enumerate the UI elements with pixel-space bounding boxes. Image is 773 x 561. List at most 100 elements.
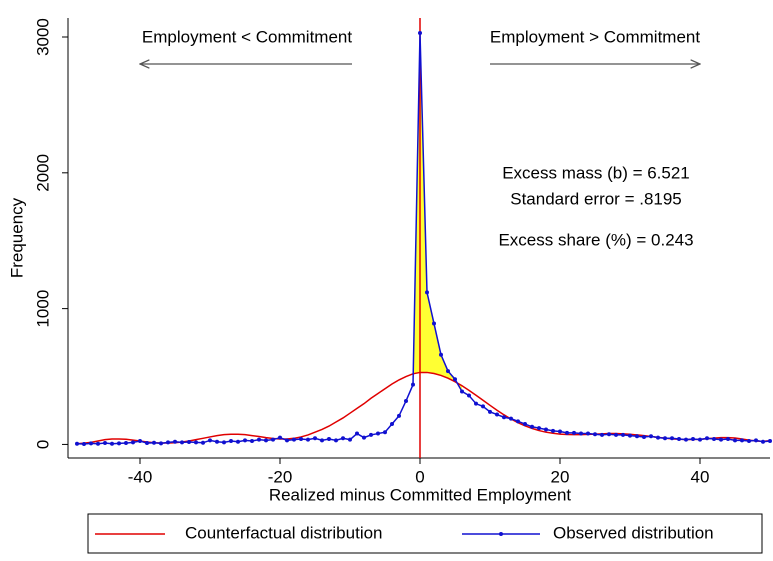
data-point bbox=[103, 441, 107, 446]
data-point bbox=[82, 442, 86, 447]
excess-area bbox=[413, 32, 462, 392]
data-point bbox=[614, 432, 618, 437]
data-point bbox=[138, 439, 142, 444]
data-point bbox=[418, 30, 422, 35]
data-point bbox=[180, 440, 184, 445]
data-point bbox=[383, 430, 387, 435]
y-axis-label: Frequency bbox=[7, 197, 26, 278]
data-point bbox=[194, 440, 198, 445]
data-point bbox=[152, 440, 156, 445]
data-point bbox=[565, 430, 569, 435]
data-point bbox=[530, 424, 534, 429]
data-point bbox=[453, 377, 457, 382]
data-point bbox=[502, 415, 506, 420]
data-point bbox=[432, 321, 436, 326]
data-point bbox=[348, 437, 352, 442]
data-point bbox=[740, 438, 744, 443]
data-point bbox=[404, 398, 408, 403]
data-point bbox=[75, 441, 79, 446]
data-point bbox=[642, 434, 646, 439]
data-point bbox=[467, 393, 471, 398]
data-point bbox=[110, 441, 114, 446]
data-point bbox=[201, 440, 205, 445]
data-point bbox=[271, 437, 275, 442]
annotation: Excess mass (b) = 6.521 bbox=[502, 163, 690, 182]
data-point bbox=[544, 427, 548, 432]
data-point bbox=[320, 438, 324, 443]
data-point bbox=[166, 440, 170, 445]
data-point bbox=[551, 428, 555, 433]
data-point bbox=[173, 439, 177, 444]
data-point bbox=[250, 439, 254, 444]
x-tick-label: 20 bbox=[551, 467, 570, 486]
data-point bbox=[698, 437, 702, 442]
data-point bbox=[369, 432, 373, 437]
data-point bbox=[306, 437, 310, 442]
annotation: Excess share (%) = 0.243 bbox=[498, 230, 693, 249]
data-point bbox=[684, 437, 688, 442]
data-point bbox=[572, 430, 576, 435]
data-point bbox=[376, 431, 380, 436]
data-point bbox=[747, 439, 751, 444]
data-point bbox=[607, 432, 611, 437]
data-point bbox=[131, 440, 135, 445]
legend-label: Counterfactual distribution bbox=[185, 523, 383, 542]
data-point bbox=[89, 441, 93, 446]
y-tick-label: 0 bbox=[33, 440, 52, 449]
data-point bbox=[243, 438, 247, 443]
data-point bbox=[222, 440, 226, 445]
data-point bbox=[264, 438, 268, 443]
data-point bbox=[495, 412, 499, 417]
data-point bbox=[285, 438, 289, 443]
legend-label: Observed distribution bbox=[553, 523, 714, 542]
data-point bbox=[327, 436, 331, 441]
data-point bbox=[208, 438, 212, 443]
data-point bbox=[229, 439, 233, 444]
data-point bbox=[628, 433, 632, 438]
series-line bbox=[76, 32, 771, 445]
data-point bbox=[593, 432, 597, 437]
data-point bbox=[677, 436, 681, 441]
data-point bbox=[754, 438, 758, 443]
data-point bbox=[355, 431, 359, 436]
annotation: Employment > Commitment bbox=[490, 27, 700, 46]
data-point bbox=[579, 431, 583, 436]
y-tick-label: 1000 bbox=[33, 290, 52, 328]
data-point bbox=[439, 352, 443, 357]
data-point bbox=[362, 435, 366, 440]
data-point bbox=[187, 439, 191, 444]
data-point bbox=[670, 436, 674, 441]
annotation: Standard error = .8195 bbox=[510, 189, 682, 208]
x-tick-label: 0 bbox=[415, 467, 424, 486]
annotation: Employment < Commitment bbox=[142, 27, 352, 46]
x-axis-label: Realized minus Committed Employment bbox=[269, 485, 572, 504]
data-point bbox=[334, 438, 338, 443]
data-point bbox=[299, 436, 303, 441]
data-point bbox=[145, 441, 149, 446]
data-point bbox=[768, 439, 772, 444]
data-point bbox=[341, 436, 345, 441]
legend-box bbox=[87, 513, 763, 554]
data-point bbox=[397, 413, 401, 418]
data-point bbox=[446, 369, 450, 374]
data-point bbox=[481, 404, 485, 409]
x-tick-label: 40 bbox=[691, 467, 710, 486]
data-point bbox=[257, 437, 261, 442]
data-point bbox=[117, 441, 121, 446]
data-point bbox=[649, 434, 653, 439]
data-point bbox=[656, 435, 660, 440]
data-point bbox=[558, 429, 562, 434]
data-point bbox=[411, 382, 415, 387]
data-point bbox=[96, 441, 100, 446]
data-point bbox=[236, 439, 240, 444]
data-point bbox=[474, 401, 478, 406]
y-tick-label: 2000 bbox=[33, 154, 52, 192]
data-point bbox=[635, 434, 639, 439]
data-point bbox=[621, 432, 625, 437]
data-point bbox=[215, 439, 219, 444]
data-point bbox=[691, 436, 695, 441]
data-point bbox=[537, 426, 541, 431]
data-point bbox=[586, 431, 590, 436]
data-point bbox=[516, 419, 520, 424]
